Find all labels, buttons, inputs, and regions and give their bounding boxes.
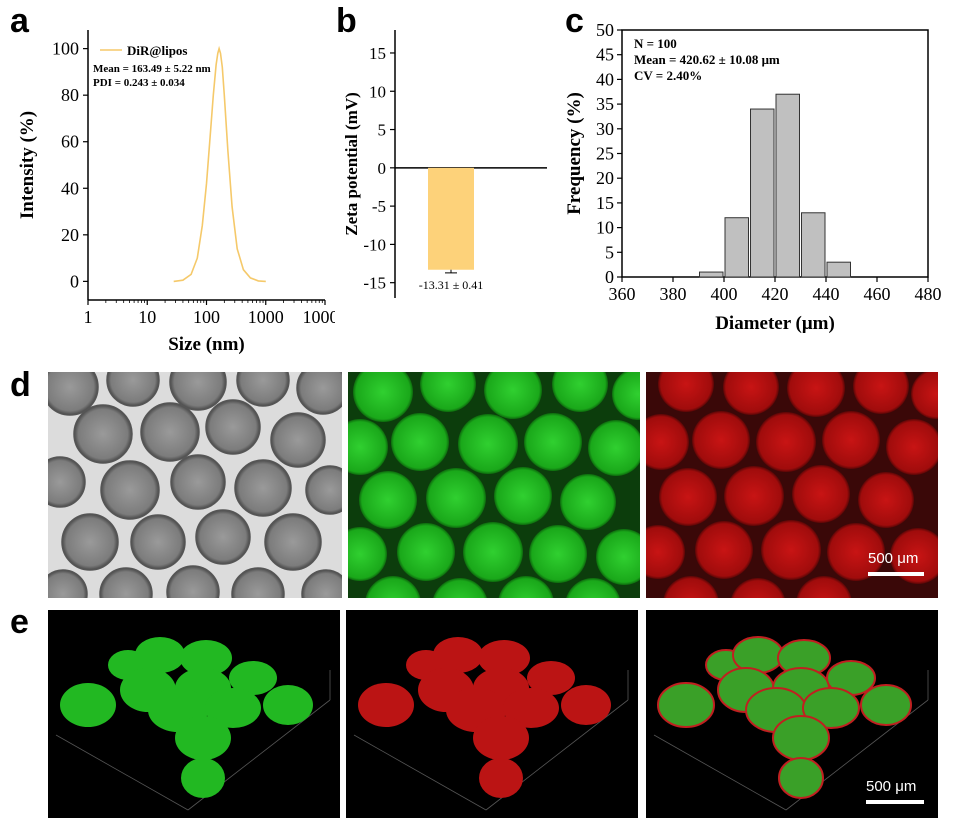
legend-label: DiR@lipos	[127, 43, 188, 58]
annotation-cv: CV = 2.40%	[634, 68, 702, 83]
y-tick-label: 0	[378, 159, 387, 178]
panel-letter-e: e	[10, 603, 29, 641]
red-beads	[646, 372, 938, 598]
y-tick-label: 10	[369, 82, 386, 101]
annotation-mean: Mean = 420.62 ± 10.08 μm	[634, 52, 780, 67]
x-tick-label: 440	[813, 284, 840, 304]
scale-bar-label-e: 500 μm	[866, 778, 917, 795]
y-tick-label: 80	[61, 85, 79, 105]
y-tick-label: 10	[596, 218, 614, 238]
y-tick-label: 25	[596, 144, 614, 164]
panel-letter-c: c	[565, 2, 584, 40]
x-axis-label: Diameter (μm)	[715, 313, 835, 334]
panel-letter-a: a	[10, 2, 29, 40]
y-tick-label: 20	[596, 168, 614, 188]
y-tick-label: 15	[369, 44, 386, 63]
series-line-dir-lipos	[173, 45, 266, 283]
y-tick-label: 30	[596, 119, 614, 139]
panel-letter-b: b	[336, 2, 357, 40]
histogram-bar	[750, 108, 775, 278]
y-tick-label: 40	[596, 69, 614, 89]
y-tick-label: 5	[605, 242, 614, 262]
x-axis-label: Size (nm)	[168, 334, 245, 355]
annotation-n: N = 100	[634, 36, 677, 51]
panel-letter-d: d	[10, 366, 31, 404]
annotation-pdi: PDI = 0.243 ± 0.034	[93, 77, 185, 89]
red-fluorescence-image: 500 μm	[646, 372, 938, 598]
confocal-3d-red	[346, 610, 638, 818]
bar-data-label: -13.31 ± 0.41	[419, 278, 484, 292]
chart-a-dls-size-distribution: 0 20 40 60 80 100 1 10 100 1000 10000 Size (nm) Inte…	[17, 30, 336, 355]
scale-bar-e	[866, 800, 924, 804]
green-3d-beads	[55, 637, 331, 811]
x-tick-label: 360	[609, 284, 636, 304]
y-tick-label: 0	[70, 271, 79, 291]
y-axis-label: Zeta potential (mV)	[342, 92, 361, 236]
confocal-3d-merge: 500 μm	[646, 610, 938, 818]
y-tick-label: 15	[596, 193, 614, 213]
y-tick-label: 100	[52, 39, 79, 59]
y-tick-label: 20	[61, 225, 79, 245]
chart-c-diameter-histogram: 0 5 10 15 20 25 30 35 40 45 50 360 380 400 420 440 460 48…	[564, 20, 942, 334]
histogram-bar	[775, 93, 800, 278]
x-tick-label: 420	[762, 284, 789, 304]
scale-bar-d	[868, 572, 924, 576]
x-tick-label: 380	[660, 284, 687, 304]
histogram-bar	[699, 271, 724, 278]
bar-dir-lipos	[428, 167, 474, 270]
y-tick-label: 5	[378, 121, 387, 140]
y-tick-label: 40	[61, 178, 79, 198]
y-tick-label: 60	[61, 132, 79, 152]
histogram-bar	[826, 261, 851, 278]
x-tick-label: 100	[193, 307, 220, 327]
green-beads	[348, 372, 640, 598]
x-tick-label: 480	[915, 284, 942, 304]
x-tick-label: 10000	[303, 307, 336, 327]
histogram-bar	[724, 217, 749, 278]
x-tick-label: 400	[711, 284, 738, 304]
x-tick-label: 10	[138, 307, 156, 327]
green-fluorescence-image	[348, 372, 640, 598]
y-tick-label: -15	[363, 274, 386, 293]
x-tick-label: 460	[864, 284, 891, 304]
y-axis-label: Frequency (%)	[564, 92, 585, 215]
y-tick-label: 50	[596, 20, 614, 40]
y-tick-label: -10	[363, 235, 386, 254]
x-tick-label: 1	[84, 307, 93, 327]
y-tick-label: 0	[605, 267, 614, 287]
red-3d-beads	[353, 637, 629, 811]
annotation-mean: Mean = 163.49 ± 5.22 nm	[93, 63, 211, 75]
y-axis-label: Intensity (%)	[17, 111, 38, 219]
confocal-3d-green	[48, 610, 340, 818]
scale-bar-label-d: 500 μm	[868, 550, 919, 567]
y-tick-label: -5	[372, 197, 386, 216]
x-tick-label: 1000	[248, 307, 284, 327]
histogram-bar	[801, 212, 826, 278]
chart-b-zeta-potential: -15 -10 -5 0 5 10 15 Zeta potential (mV) -13.31 …	[342, 30, 547, 298]
brightfield-beads	[48, 372, 342, 598]
y-tick-label: 35	[596, 94, 614, 114]
merge-3d-beads	[653, 636, 929, 811]
brightfield-image	[48, 372, 342, 598]
y-tick-label: 45	[596, 45, 614, 65]
